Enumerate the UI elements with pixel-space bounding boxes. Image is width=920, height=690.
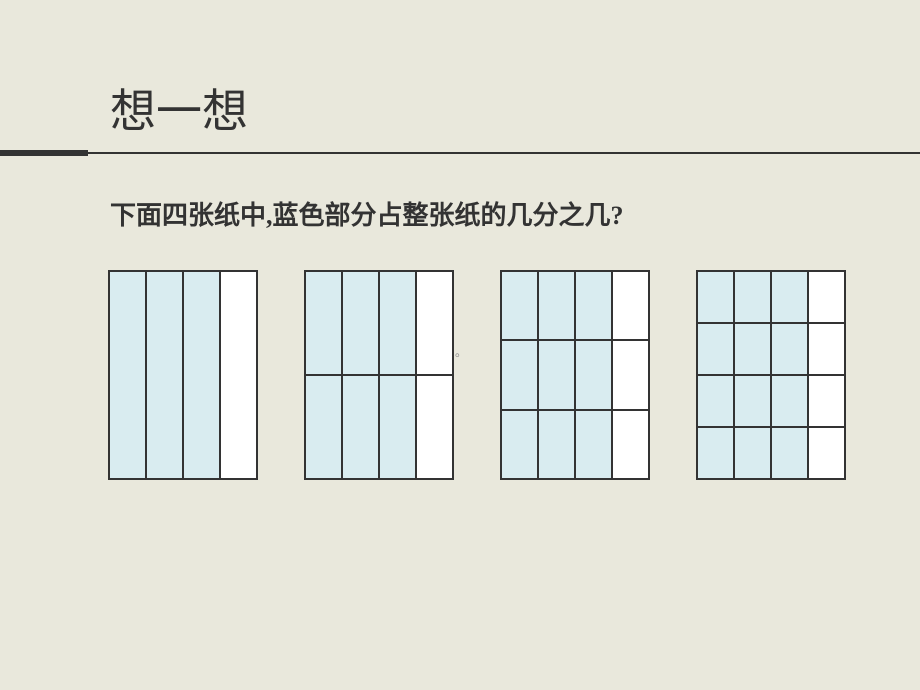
slide: 想一想 下面四张纸中,蓝色部分占整张纸的几分之几? 。 <box>0 0 920 690</box>
grid-cell <box>697 427 734 479</box>
grid-cell <box>612 410 649 479</box>
fraction-grid-1 <box>108 270 258 480</box>
grid-cell <box>538 410 575 479</box>
grid-cell <box>697 375 734 427</box>
grid-cell <box>501 340 538 409</box>
grid-cell <box>342 375 379 479</box>
grid-cell <box>379 271 416 375</box>
grid-cell <box>734 375 771 427</box>
grid-cell <box>808 375 845 427</box>
grid-cell <box>734 427 771 479</box>
grid-cell <box>305 271 342 375</box>
grid-cell <box>697 323 734 375</box>
grid-cell <box>808 427 845 479</box>
grid-cell <box>771 271 808 323</box>
grid-cell <box>220 271 257 479</box>
grid-cell <box>697 271 734 323</box>
slide-title: 想一想 <box>110 75 248 141</box>
grid-cell <box>771 375 808 427</box>
grid-cell <box>808 323 845 375</box>
fraction-grid-3 <box>500 270 650 480</box>
fraction-grid-2 <box>304 270 454 480</box>
grid-cell <box>612 271 649 340</box>
grid-cell <box>342 271 379 375</box>
grid-cell <box>146 271 183 479</box>
grid-cell <box>538 271 575 340</box>
grid-cell <box>501 271 538 340</box>
fraction-grid-4 <box>696 270 846 480</box>
question-text: 下面四张纸中,蓝色部分占整张纸的几分之几? <box>110 195 624 232</box>
grid-cell <box>575 410 612 479</box>
grid-cell <box>416 271 453 375</box>
grid-cell <box>734 323 771 375</box>
grid-cell <box>575 271 612 340</box>
grids-row <box>108 270 846 480</box>
grid-cell <box>612 340 649 409</box>
grid-cell <box>416 375 453 479</box>
grid-cell <box>734 271 771 323</box>
grid-cell <box>771 427 808 479</box>
title-rule <box>0 150 920 156</box>
grid-cell <box>538 340 575 409</box>
grid-cell <box>379 375 416 479</box>
grid-cell <box>501 410 538 479</box>
grid-cell <box>305 375 342 479</box>
grid-cell <box>183 271 220 479</box>
grid-cell <box>771 323 808 375</box>
grid-cell <box>575 340 612 409</box>
grid-cell <box>808 271 845 323</box>
grid-cell <box>109 271 146 479</box>
